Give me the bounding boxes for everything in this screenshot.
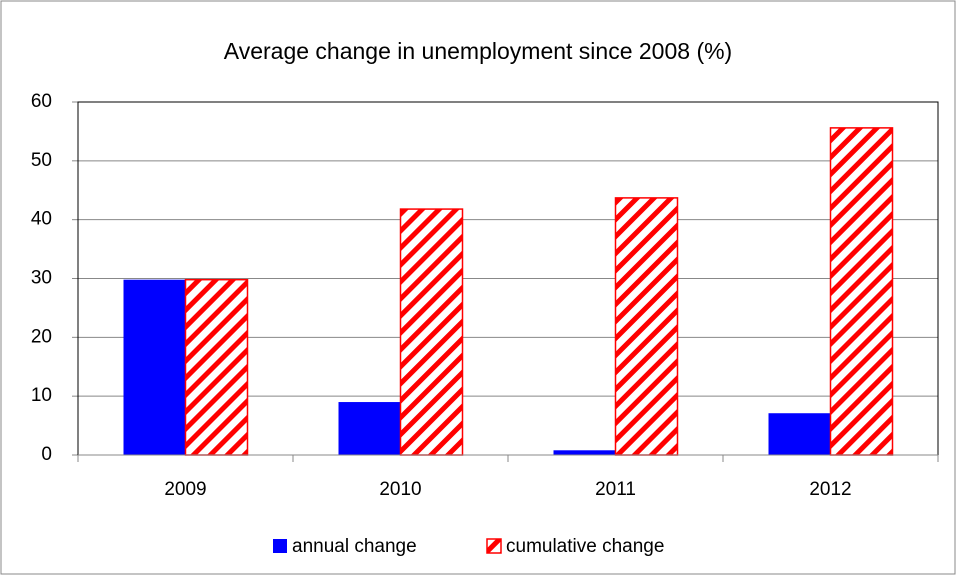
y-tick-label: 20: [31, 326, 52, 347]
bar: [184, 278, 249, 456]
legend-label: annual change: [292, 536, 417, 557]
y-tick-label: 10: [31, 385, 52, 406]
x-tick-label: 2011: [595, 479, 636, 500]
bar: [399, 208, 464, 456]
bar: [553, 450, 616, 455]
x-tick-label: 2009: [164, 479, 206, 500]
legend-swatch: [273, 539, 287, 553]
bar: [829, 127, 894, 456]
x-tick-label: 2010: [379, 479, 421, 500]
legend-swatch: [486, 538, 502, 554]
chart-title: Average change in unemployment since 200…: [224, 38, 732, 64]
y-tick-label: 60: [31, 91, 52, 112]
y-tick-label: 0: [41, 444, 52, 465]
y-tick-label: 40: [31, 209, 52, 230]
x-tick-label: 2012: [809, 479, 851, 500]
bar: [614, 197, 679, 456]
y-tick-label: 50: [31, 150, 52, 171]
bar: [123, 279, 186, 455]
bar: [768, 413, 831, 455]
bar: [338, 402, 401, 455]
y-tick-label: 30: [31, 268, 52, 289]
legend-label: cumulative change: [506, 536, 664, 557]
